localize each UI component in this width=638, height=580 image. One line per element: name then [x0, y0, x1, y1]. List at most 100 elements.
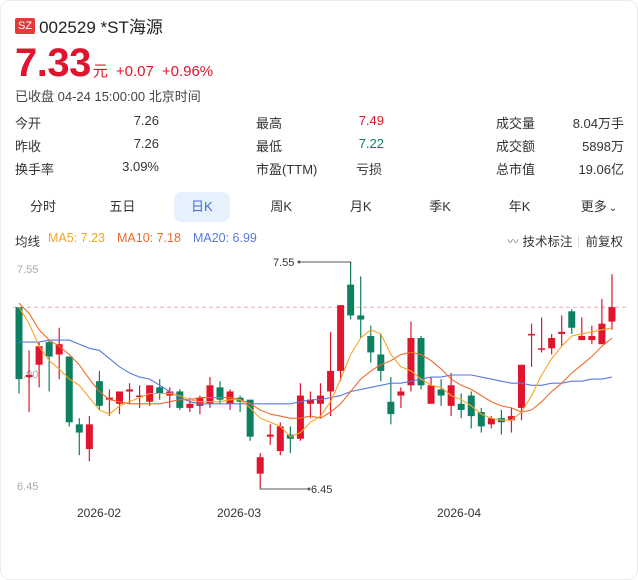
stat-value: 19.06亿 — [578, 162, 624, 177]
candle — [126, 383, 134, 404]
candle — [216, 381, 224, 404]
candle — [407, 321, 415, 392]
x-tick: 2026-02 — [77, 506, 122, 520]
candle — [35, 342, 43, 388]
tech-annotation-label: 技术标注 — [522, 235, 573, 249]
stat-label: 成交额 — [496, 139, 536, 154]
candle — [467, 391, 475, 429]
period-tabs: 分时 五日 日K 周K 月K 季K 年K 更多 ⌄ — [15, 192, 627, 222]
candle — [588, 325, 596, 345]
stats-col-1: 今开 7.26 昨收 7.26 换手率 3.09% — [15, 113, 159, 182]
candle — [266, 424, 274, 445]
tech-annotation-toggle[interactable]: 〰 技术标注 — [507, 231, 572, 250]
candlestick-chart[interactable]: 7.557.006.457.556.45 — [1, 251, 638, 501]
candle — [548, 333, 556, 355]
ma5-line — [18, 306, 613, 438]
candle — [477, 407, 485, 433]
candle — [45, 340, 53, 392]
ma10-legend: MA10: 7.18 — [117, 231, 181, 245]
x-tick: 2026-03 — [217, 506, 262, 520]
market-status: 已收盘 04-24 15:00:00 北京时间 — [15, 89, 201, 104]
candle — [276, 422, 284, 456]
stat-value: 5898万 — [582, 139, 624, 154]
stat-label: 总市值 — [496, 162, 536, 177]
stat-value: 亏损 — [356, 162, 383, 177]
candle — [417, 335, 425, 390]
candle — [246, 399, 254, 441]
divider — [578, 234, 580, 247]
tab-monthly-k[interactable]: 月K — [349, 199, 372, 214]
candle — [457, 393, 465, 419]
candle — [327, 331, 335, 417]
tab-more[interactable]: 更多 ⌄ — [571, 192, 627, 222]
candle — [497, 409, 505, 435]
y-tick: 6.45 — [17, 481, 38, 493]
tab-daily-k[interactable]: 日K — [173, 192, 230, 222]
ma-legend: 均线 MA5: 7.23 MA10: 7.18 MA20: 6.99 — [15, 231, 257, 250]
candle — [387, 377, 395, 425]
title-row: SZ 002529 *ST海源 — [15, 13, 163, 38]
stat-label: 今开 — [15, 116, 42, 131]
chart-options: 〰 技术标注 前复权 — [507, 231, 623, 250]
candle — [347, 262, 355, 320]
stat-value: 7.26 — [133, 136, 159, 151]
ma5-legend: MA5: 7.23 — [48, 231, 105, 245]
price-change-pct: +0.96% — [161, 63, 214, 80]
stat-value: 3.09% — [122, 159, 159, 174]
stats-col-3: 成交量 8.04万手 成交额 5898万 总市值 19.06亿 — [496, 113, 624, 182]
candle — [116, 391, 123, 415]
candle — [437, 379, 445, 406]
candle — [25, 350, 33, 413]
price-change: +0.07 — [115, 63, 154, 80]
stat-label: 昨收 — [15, 139, 42, 154]
market-badge: SZ — [15, 17, 36, 34]
tab-yearly-k[interactable]: 年K — [508, 199, 531, 214]
stat-value-high: 7.49 — [358, 113, 384, 128]
candle — [528, 323, 536, 367]
ma20-legend: MA20: 6.99 — [192, 231, 257, 245]
candle — [95, 370, 103, 410]
price-row: 7.33 元 +0.07 +0.96% — [15, 41, 213, 85]
candle — [598, 298, 606, 345]
adjust-toggle[interactable]: 前复权 — [585, 235, 623, 249]
candle — [85, 416, 93, 462]
candle — [146, 385, 154, 406]
candle — [55, 327, 63, 380]
candle — [306, 391, 314, 419]
candle — [256, 453, 264, 489]
min-annotation: 6.45 — [311, 484, 332, 496]
ma10-line — [18, 302, 613, 419]
tab-five-day[interactable]: 五日 — [109, 199, 136, 214]
price-unit: 元 — [92, 63, 108, 80]
tab-more-label: 更多 — [580, 199, 607, 214]
ma20-line — [19, 339, 613, 405]
candle — [427, 377, 435, 404]
candle — [608, 274, 616, 330]
candle — [367, 325, 375, 363]
candle — [156, 379, 164, 400]
stat-value: 8.04万手 — [572, 116, 624, 131]
candle — [558, 315, 566, 347]
candle — [538, 317, 546, 353]
candle — [206, 377, 214, 408]
max-annotation: 7.55 — [273, 257, 294, 269]
x-tick: 2026-04 — [437, 506, 482, 520]
candle — [337, 305, 345, 382]
candle — [65, 356, 73, 427]
squiggle-icon: 〰 — [507, 235, 519, 248]
stock-title: 002529 *ST海源 — [39, 18, 163, 37]
ma-label: 均线 — [15, 235, 41, 249]
stat-value-low: 7.22 — [358, 136, 384, 151]
stat-value: 7.26 — [133, 113, 159, 128]
tab-weekly-k[interactable]: 周K — [270, 199, 293, 214]
tab-quarterly-k[interactable]: 季K — [429, 199, 451, 214]
stats-col-2: 最高 7.49 最低 7.22 市盈(TTM) 亏损 — [256, 113, 384, 182]
tab-intraday[interactable]: 分时 — [29, 199, 56, 214]
stat-label: 最高 — [256, 116, 283, 131]
y-tick: 7.55 — [17, 264, 38, 276]
candle — [357, 276, 365, 339]
min-annotation-line — [259, 487, 309, 490]
candle — [15, 307, 23, 394]
candle — [105, 389, 113, 417]
